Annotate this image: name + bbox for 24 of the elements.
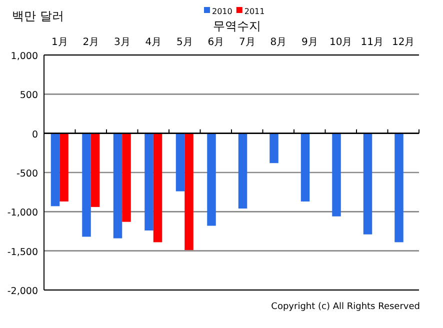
x-tick-label: 1月 xyxy=(51,37,68,48)
y-tick-label: -1,000 xyxy=(7,208,38,219)
x-tick-label: 8月 xyxy=(270,37,287,48)
x-tick-label: 3月 xyxy=(114,37,130,48)
x-tick-label: 9月 xyxy=(301,37,318,48)
y-tick-label: -1,500 xyxy=(7,246,38,258)
x-tick-label: 12月 xyxy=(392,37,415,48)
y-tick-label: -500 xyxy=(16,168,38,180)
x-tick-label: 6月 xyxy=(208,37,224,48)
chart-title: 무역수지 xyxy=(213,19,261,33)
legend-label: 2011 xyxy=(244,7,265,16)
text: Copyright (c) All Rights Reserved xyxy=(271,302,420,312)
legend-label: 2010 xyxy=(212,7,232,16)
x-tick-label: 10月 xyxy=(330,37,352,48)
y-tick-label: 1,000 xyxy=(10,51,38,62)
y-tick-label: 0 xyxy=(32,129,38,140)
x-tick-label: 2月 xyxy=(82,37,100,48)
y-tick-label: -2,000 xyxy=(7,286,38,297)
y-tick-label: 500 xyxy=(20,90,38,102)
x-tick-label: 4月 xyxy=(145,37,162,48)
x-tick-label: 7月 xyxy=(238,37,256,48)
y-axis-title: 백만 달러 xyxy=(12,9,64,23)
x-tick-label: 11月 xyxy=(360,37,384,48)
x-tick-label: 5月 xyxy=(176,37,193,48)
